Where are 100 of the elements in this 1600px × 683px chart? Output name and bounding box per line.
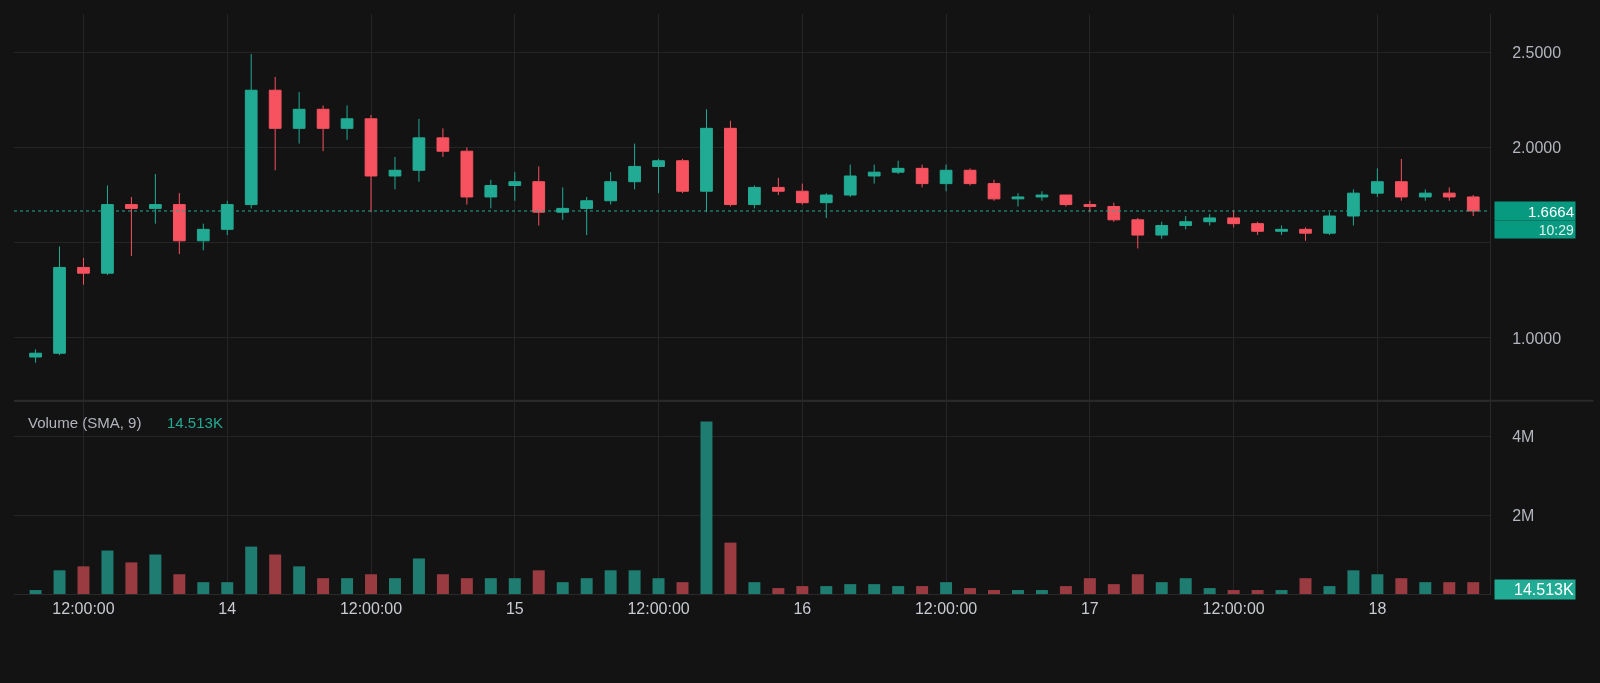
candlestick: [771, 177, 785, 196]
ref-line-label: 1.6664: [1528, 202, 1574, 220]
candlestick: [1035, 190, 1049, 202]
candlestick: [915, 164, 929, 188]
bar: [484, 578, 497, 594]
x-tick-label: 12:00:00: [339, 600, 403, 618]
candlestick: [1011, 192, 1025, 207]
bar: [628, 570, 641, 594]
bar: [1347, 570, 1360, 594]
bar: [1467, 582, 1480, 594]
x-tick-label: 14: [218, 600, 237, 618]
bar: [844, 584, 857, 594]
candlestick: [388, 156, 402, 190]
bar: [173, 574, 186, 594]
bar: [101, 550, 114, 594]
candlestick: [1275, 225, 1288, 236]
y-tick-label: 2.0000: [1512, 139, 1562, 156]
bar: [293, 566, 306, 594]
bar: [29, 590, 42, 594]
bar: [508, 578, 521, 594]
candlestick: [748, 185, 761, 209]
candlestick: [891, 160, 905, 175]
bar: [197, 582, 210, 594]
bar: [604, 570, 617, 594]
bar: [1419, 582, 1432, 594]
bar: [245, 546, 258, 594]
bar: [412, 558, 425, 594]
candlestick: [292, 91, 306, 145]
candlestick: [125, 196, 138, 257]
bar: [53, 570, 66, 594]
bar: [556, 582, 569, 594]
text: 10:29: [1538, 221, 1574, 238]
bar: [700, 421, 713, 594]
bar: [1059, 586, 1072, 594]
candlestick: [316, 104, 330, 152]
bar: [1131, 574, 1144, 594]
bar: [1227, 590, 1240, 594]
bar: [317, 578, 330, 594]
bar: [341, 578, 354, 594]
candlestick: [1203, 213, 1217, 227]
text: 14.513K: [1514, 581, 1574, 598]
x-tick-label: 18: [1368, 600, 1387, 618]
candlestick: [412, 118, 426, 183]
candlestick: [1299, 226, 1312, 242]
candlestick: [1155, 221, 1169, 240]
candlestick: [29, 348, 42, 364]
y-tick-label: 2.5000: [1512, 43, 1562, 61]
bar: [676, 582, 689, 594]
bar: [892, 586, 905, 594]
text: Volume (SMA, 9): [28, 414, 142, 431]
bar: [964, 588, 977, 594]
candlestick: [987, 179, 1001, 202]
candlestick: [652, 158, 665, 194]
candlestick: [1059, 194, 1073, 207]
bar: [1443, 582, 1456, 594]
bar: [1275, 590, 1288, 594]
candlestick: [867, 164, 881, 185]
candlestick: [364, 114, 378, 213]
candlestick: [1131, 217, 1145, 249]
x-tick-label: 12:00:00: [52, 600, 115, 618]
bar: [532, 570, 545, 594]
bar: [221, 582, 234, 594]
bar: [436, 574, 449, 594]
bar: [77, 566, 90, 594]
bar: [1011, 590, 1024, 594]
candlestick: [1371, 167, 1384, 198]
candlestick: [1083, 200, 1097, 213]
bar: [149, 554, 162, 594]
x-tick-label: 16: [793, 600, 812, 618]
candlestick: [939, 164, 953, 192]
candlestick: [1251, 221, 1264, 236]
bar: [1107, 584, 1120, 594]
candlestick: [795, 183, 809, 206]
bar: [724, 542, 737, 594]
bar: [1395, 578, 1408, 594]
candlestick: [1466, 194, 1480, 217]
candlestick: [628, 143, 641, 190]
candlestick: [963, 167, 977, 187]
text: 14.513K: [167, 414, 223, 431]
bar: [1323, 586, 1336, 594]
bar: [868, 584, 881, 594]
candlestick: [172, 192, 186, 255]
candlestick: [1227, 209, 1240, 228]
bar: [652, 578, 665, 594]
y-tick-label: 1.0000: [1512, 329, 1562, 347]
candlestick: [508, 171, 522, 202]
candlestick: [460, 146, 474, 206]
x-tick-label: 12:00:00: [627, 600, 690, 618]
bar: [460, 578, 473, 594]
bar: [1083, 578, 1096, 594]
candlestick: [77, 257, 90, 286]
bar: [269, 554, 282, 594]
x-tick-label: 15: [505, 600, 524, 618]
candlestick: [724, 120, 737, 207]
candlestick: [268, 76, 282, 171]
y-tick-label: 2M: [1512, 506, 1535, 524]
bar: [365, 574, 378, 594]
bar: [988, 590, 1000, 594]
candlestick: [1418, 188, 1432, 202]
candlestick: [1394, 158, 1408, 202]
